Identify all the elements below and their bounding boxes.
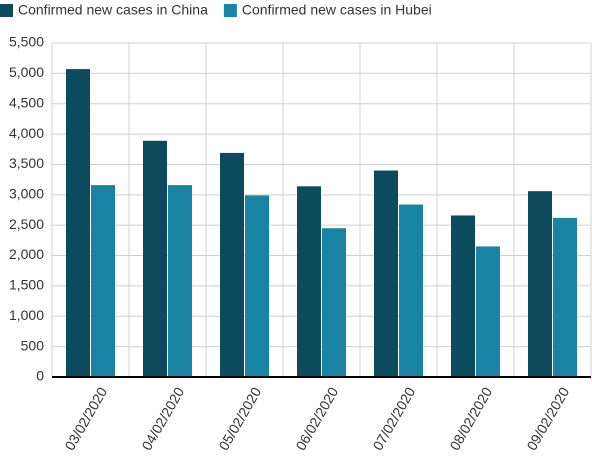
- legend-label: Confirmed new cases in China: [18, 2, 208, 18]
- y-tick-label: 500: [21, 337, 45, 353]
- bar: [297, 186, 321, 377]
- bar: [374, 170, 398, 377]
- x-tick-label: 05/02/2020: [215, 384, 264, 453]
- y-tick-label: 0: [36, 368, 44, 384]
- bar: [66, 69, 90, 377]
- bar: [553, 217, 577, 377]
- x-tick-label: 07/02/2020: [369, 384, 418, 453]
- y-tick-label: 3,000: [9, 186, 44, 202]
- x-tick-label: 03/02/2020: [61, 384, 110, 453]
- bar: [91, 185, 115, 377]
- y-tick-label: 3,500: [9, 155, 44, 171]
- y-tick-label: 4,000: [9, 125, 44, 141]
- y-tick-label: 1,500: [9, 277, 44, 293]
- bar: [322, 228, 346, 377]
- y-tick-label: 1,000: [9, 307, 44, 323]
- x-tick-label: 04/02/2020: [138, 384, 187, 453]
- legend-swatch: [223, 4, 237, 17]
- x-tick-label: 06/02/2020: [292, 384, 341, 453]
- bar: [168, 185, 192, 377]
- bar: [528, 191, 552, 377]
- bar: [143, 140, 167, 377]
- bar: [245, 195, 269, 377]
- y-tick-label: 2,500: [9, 216, 44, 232]
- legend-label: Confirmed new cases in Hubei: [242, 2, 432, 18]
- y-tick-label: 5,000: [9, 64, 44, 80]
- y-tick-label: 2,000: [9, 246, 44, 262]
- legend-swatch: [0, 4, 13, 17]
- bar: [451, 215, 475, 377]
- x-tick-label: 09/02/2020: [523, 384, 572, 453]
- bar: [399, 204, 423, 377]
- bar: [476, 246, 500, 377]
- y-tick-label: 5,500: [9, 34, 44, 50]
- x-tick-label: 08/02/2020: [446, 384, 495, 453]
- bar: [220, 152, 244, 377]
- y-tick-label: 4,500: [9, 94, 44, 110]
